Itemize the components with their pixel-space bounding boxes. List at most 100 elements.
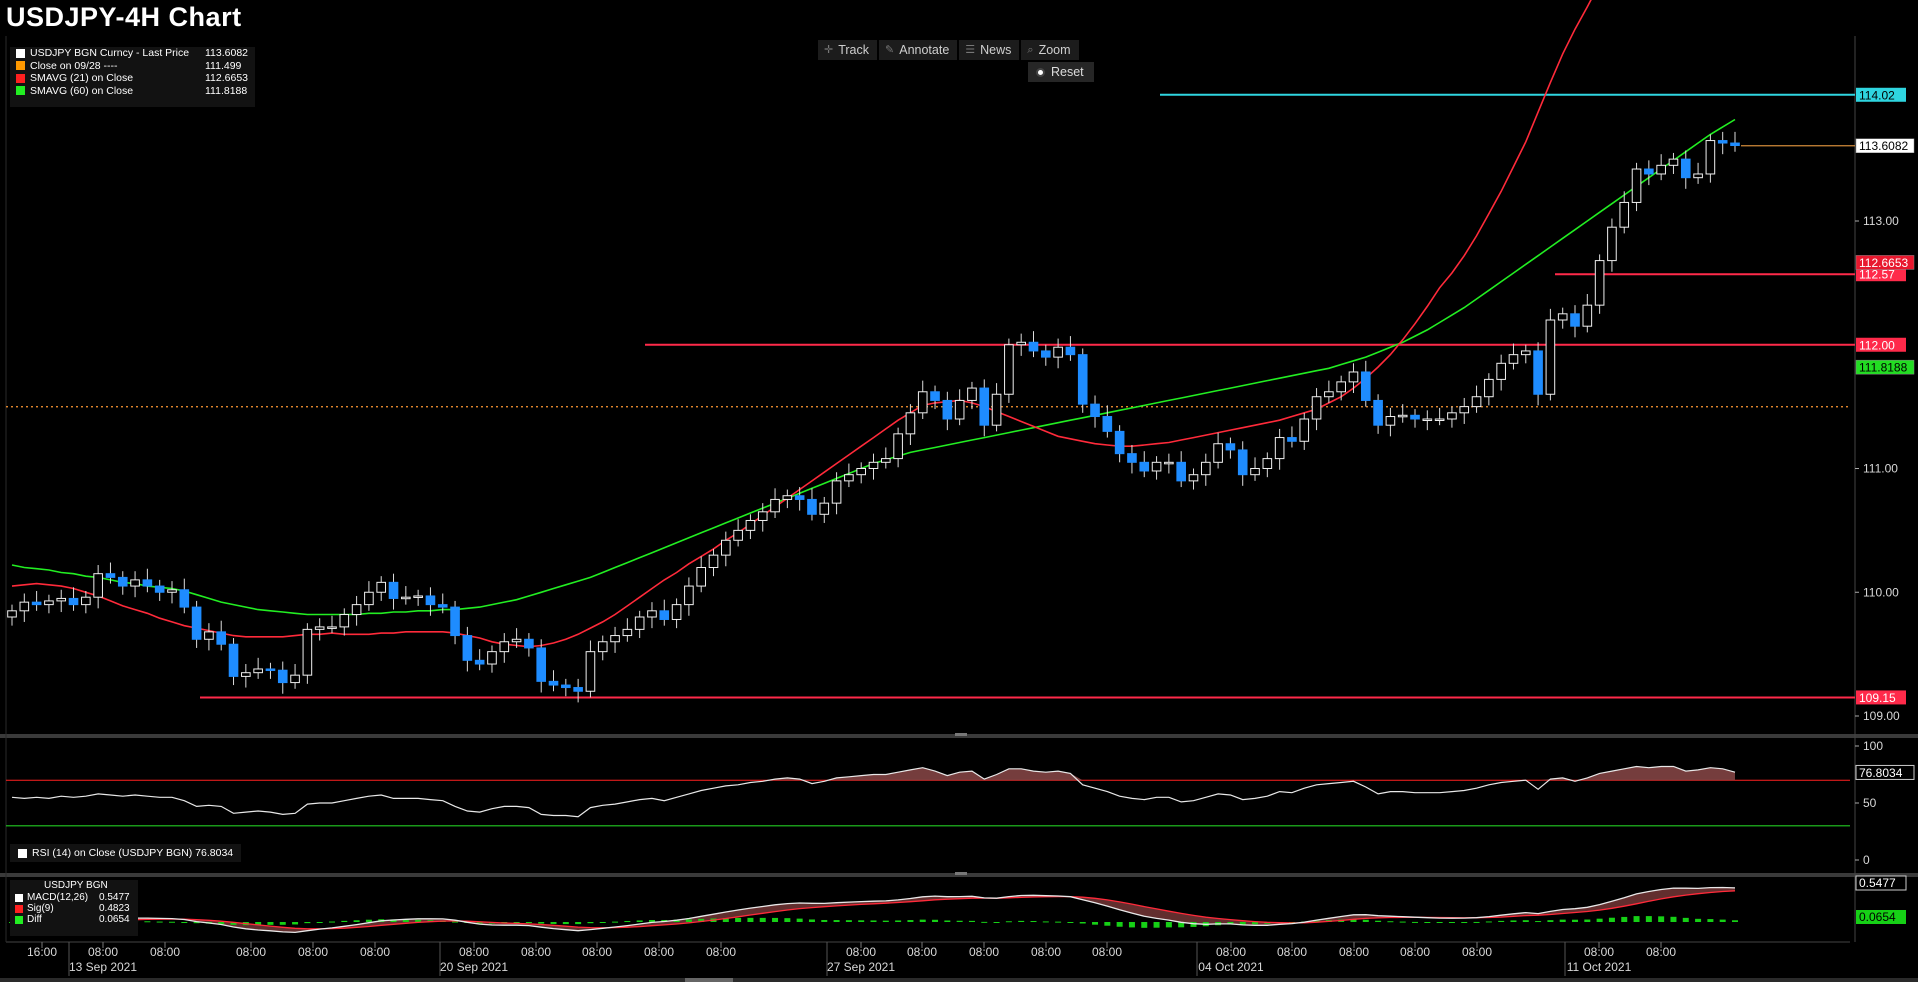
candle [142,568,153,593]
macd-histogram-bar [1005,921,1012,923]
macd-histogram-bar [1030,921,1037,923]
candle-body-down [794,495,805,500]
candle [1373,394,1383,434]
candle [450,600,460,645]
legend-label: Close on 09/28 ---- [30,59,118,72]
candle [979,379,990,437]
candle-body-down [1090,403,1100,418]
zoom-label: Zoom [1038,43,1071,57]
candle [1176,451,1186,488]
news-button[interactable]: ☰ News [959,40,1020,60]
rsi-tick-label: 100 [1863,739,1883,753]
legend-label: MACD(12,26) [27,892,89,903]
candle [487,645,497,673]
macd-histogram-bar [981,921,988,923]
legend-item-signal: Sig(9) 0.4823 [10,903,138,914]
candle [401,586,411,605]
legend-swatch [16,61,25,71]
macd-histogram-bar [882,920,889,922]
candle-body-up [413,595,423,598]
macd-histogram-bar [255,922,262,926]
candle [1447,406,1457,428]
macd-histogram-bar [1596,918,1603,922]
candle-body-up [893,433,903,460]
macd-histogram-bar [156,921,163,923]
macd-histogram-bar [181,922,188,923]
macd-histogram-bar [1535,921,1542,923]
reset-button[interactable]: Reset [1028,62,1094,82]
legend-value: 0.5477 [99,892,130,903]
candle [1385,407,1396,437]
price-tag-label: 111.8188 [1859,361,1908,375]
macd-histogram-bar [1128,922,1135,928]
candle-body-up [1324,391,1334,398]
x-tick-label: 08:00 [1216,945,1246,959]
legend-swatch [16,86,25,96]
macd-histogram-bar [858,920,865,922]
macd-histogram-bar [636,920,643,922]
candle [44,594,54,614]
candle [893,427,903,468]
macd-panel[interactable] [9,886,1738,934]
candle-body-down [1225,443,1236,451]
candle [1188,468,1199,490]
macd-histogram-bar [1079,922,1086,924]
candle-body-up [253,668,263,674]
legend-item-sma21: SMAVG (21) on Close 112.6653 [10,72,255,85]
annotate-button[interactable]: ✎ Annotate [879,40,958,60]
x-date-label: 13 Sep 2021 [69,960,137,974]
candle-body-down [942,399,953,420]
candle [117,571,128,595]
candle-body-up [1188,474,1199,482]
x-tick-label: 08:00 [298,945,328,959]
legend-swatch [16,48,25,58]
macd-histogram-bar [895,920,902,922]
level-tag-label: 112.00 [1859,338,1895,352]
rsi-tick-label: 50 [1863,796,1877,810]
x-tick-label: 08:00 [706,945,736,959]
candle [610,626,620,653]
candle [154,579,165,601]
candle-body-up [1471,396,1482,408]
candle [721,531,731,567]
candle [1053,338,1063,369]
level-tag-label: 112.57 [1859,268,1895,282]
candle [1237,441,1248,486]
macd-histogram-bar [1055,921,1062,923]
candle [1004,338,1014,403]
price-tag [1855,138,1915,153]
rsi-panel[interactable] [6,765,1850,827]
x-tick-label: 08:00 [582,945,612,959]
candle [1508,343,1519,370]
candle-body-up [1656,164,1666,175]
level-tag-label: 109.15 [1859,691,1896,705]
track-button[interactable]: ✛ Track [818,40,878,60]
x-tick-label: 08:00 [1462,945,1492,959]
candle-body-up [1274,437,1285,460]
price-panel[interactable] [6,0,1855,703]
zoom-button[interactable]: ⌕ Zoom [1021,40,1079,60]
candle [1102,405,1113,438]
rsi-tick-label: 0 [1863,853,1870,867]
y-tick-label: 111.00 [1863,462,1898,476]
candle-body-up [831,480,842,504]
candle [376,576,387,601]
candle [573,678,583,703]
candle-body-up [241,672,251,677]
legend-item-close-ref: Close on 09/28 ---- 111.499 [10,60,255,73]
candle-body-down [105,573,116,578]
candle-body-up [597,641,608,653]
macd-histogram-bar [968,920,975,922]
candle [1422,410,1433,431]
candle [659,599,670,626]
candle-body-up [1496,362,1506,380]
candle-body-down [659,610,670,620]
macd-histogram-bar [1658,916,1665,922]
candle [474,649,485,671]
macd-histogram-bar [476,922,483,924]
candle [1274,428,1285,470]
x-tick-label: 08:00 [846,945,876,959]
legend-value: 113.6082 [205,47,249,59]
candle-body-up [671,604,682,620]
